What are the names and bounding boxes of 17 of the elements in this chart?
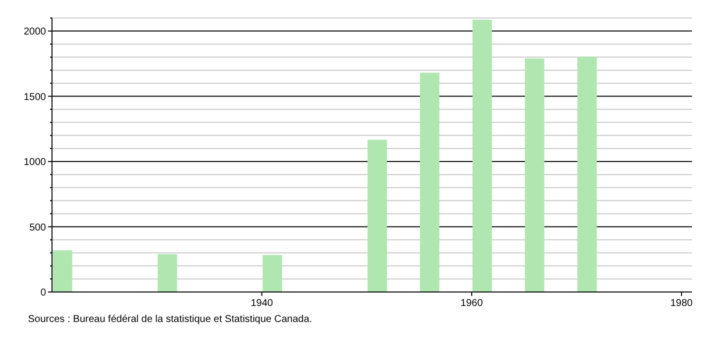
bar xyxy=(368,140,387,292)
source-note: Sources : Bureau fédéral de la statistique et Statistique Canada. xyxy=(28,314,312,325)
y-tick-label: 2000 xyxy=(24,26,46,38)
bar xyxy=(52,250,72,292)
x-tick-label: 1980 xyxy=(670,298,694,309)
y-tick-label: 1500 xyxy=(24,92,46,103)
x-tick-label: 1960 xyxy=(460,298,484,309)
x-tick-label: 1940 xyxy=(250,298,274,309)
bar xyxy=(524,58,544,292)
bar xyxy=(158,254,178,292)
y-tick-label: 0 xyxy=(40,288,46,298)
y-tick-label: 1000 xyxy=(24,157,46,168)
bar xyxy=(577,56,597,292)
bar xyxy=(472,20,492,292)
bar xyxy=(420,72,440,292)
y-tick-label: 500 xyxy=(29,222,46,234)
bar xyxy=(262,255,282,292)
